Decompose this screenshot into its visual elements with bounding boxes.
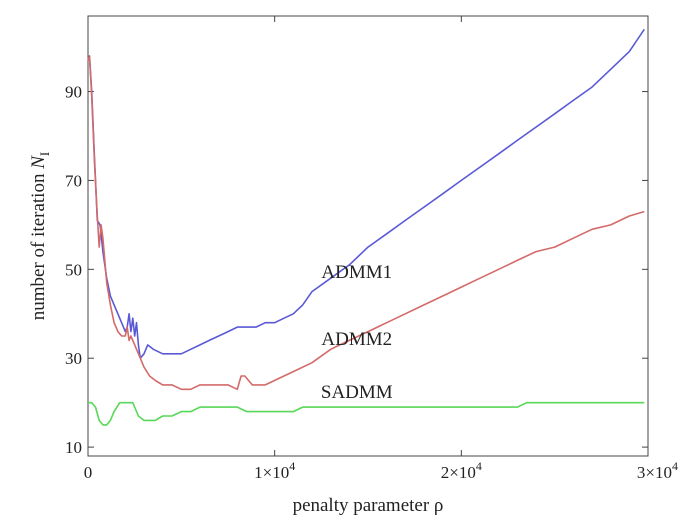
x-tick-mantissa: 2×10 — [441, 463, 476, 482]
plot-frame — [87, 15, 649, 457]
x-tick-label: 1×104 — [254, 459, 295, 482]
series-line-admm2 — [87, 55, 645, 391]
y-axis-label: number of iteration NI — [28, 152, 52, 320]
series-group — [87, 28, 645, 426]
x-tick-exponent: 4 — [672, 459, 678, 473]
series-label-admm1: ADMM1 — [321, 262, 392, 283]
series-label-sadmm: SADMM — [321, 382, 393, 403]
y-axis-label-sub: I — [37, 152, 52, 156]
x-tick-exponent: 4 — [289, 459, 295, 473]
x-tick-label: 2×104 — [441, 459, 482, 482]
y-tick-label: 30 — [65, 349, 82, 368]
y-tick-label: 70 — [65, 171, 82, 190]
x-tick-exponent: 4 — [476, 459, 482, 473]
x-tick-mantissa: 3×10 — [637, 463, 672, 482]
series-line-admm1 — [87, 28, 645, 360]
x-axis-label: penalty parameter ρ — [293, 495, 444, 516]
y-axis-label-main: number of iteration — [28, 169, 49, 320]
x-tick-label: 3×104 — [637, 459, 678, 482]
series-label-group: ADMM1 ADMM2 SADMM — [321, 262, 393, 403]
x-tick-mantissa: 0 — [84, 463, 93, 482]
x-tick-mantissa: 1×10 — [254, 463, 289, 482]
y-tick-label: 90 — [65, 83, 82, 102]
series-line-sadmm — [88, 401, 645, 426]
y-tick-label: 10 — [65, 438, 82, 457]
y-tick-label: 50 — [65, 260, 82, 279]
x-tick-label: 0 — [84, 463, 93, 482]
series-label-admm2: ADMM2 — [321, 329, 392, 350]
y-axis-label-var: N — [28, 155, 49, 170]
